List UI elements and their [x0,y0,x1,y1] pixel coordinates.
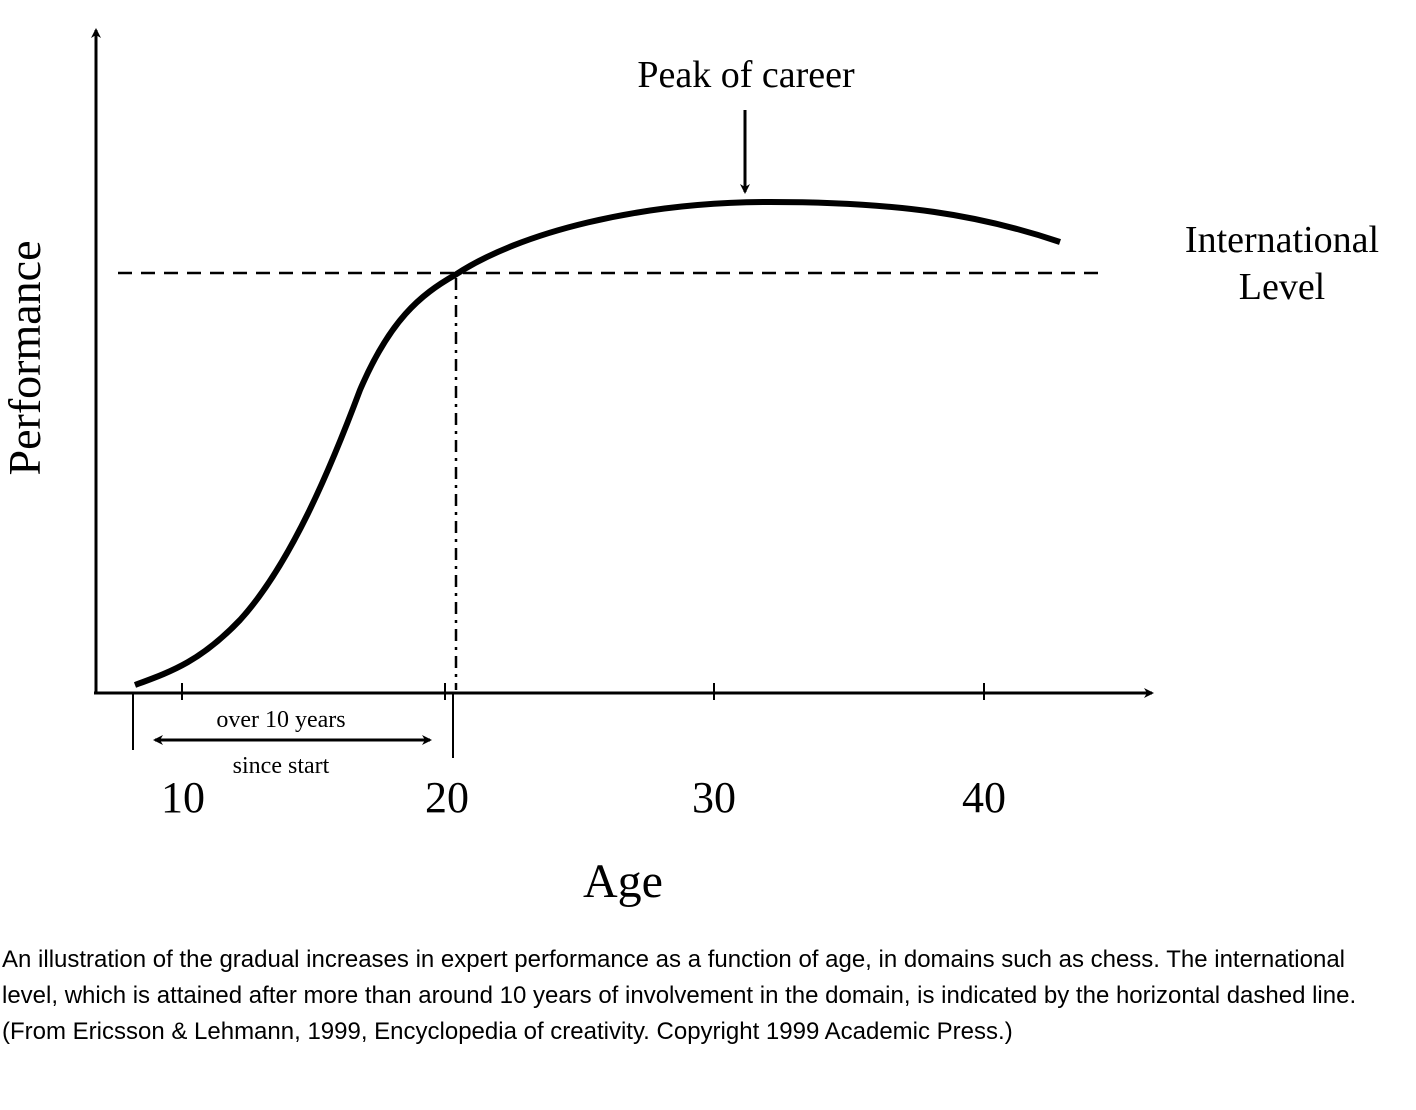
level-label: International [1185,219,1379,261]
y-axis-label: Performance [0,241,50,476]
interval-label: over 10 years [216,707,345,733]
level-label: Level [1239,266,1326,308]
figure: Peak of career International Level Perfo… [0,28,1379,908]
x-tick-label: 30 [692,773,736,822]
interval-label: since start [233,753,330,779]
ticks [132,683,985,758]
x-tick-label: 40 [962,773,1006,822]
x-axis-label: Age [583,855,663,908]
caption: An illustration of the gradual increases… [2,946,1357,1045]
peak-label: Peak of career [637,54,855,96]
performance-curve [133,198,1061,688]
x-tick-label: 20 [425,773,469,822]
x-tick-label: 10 [161,773,205,822]
